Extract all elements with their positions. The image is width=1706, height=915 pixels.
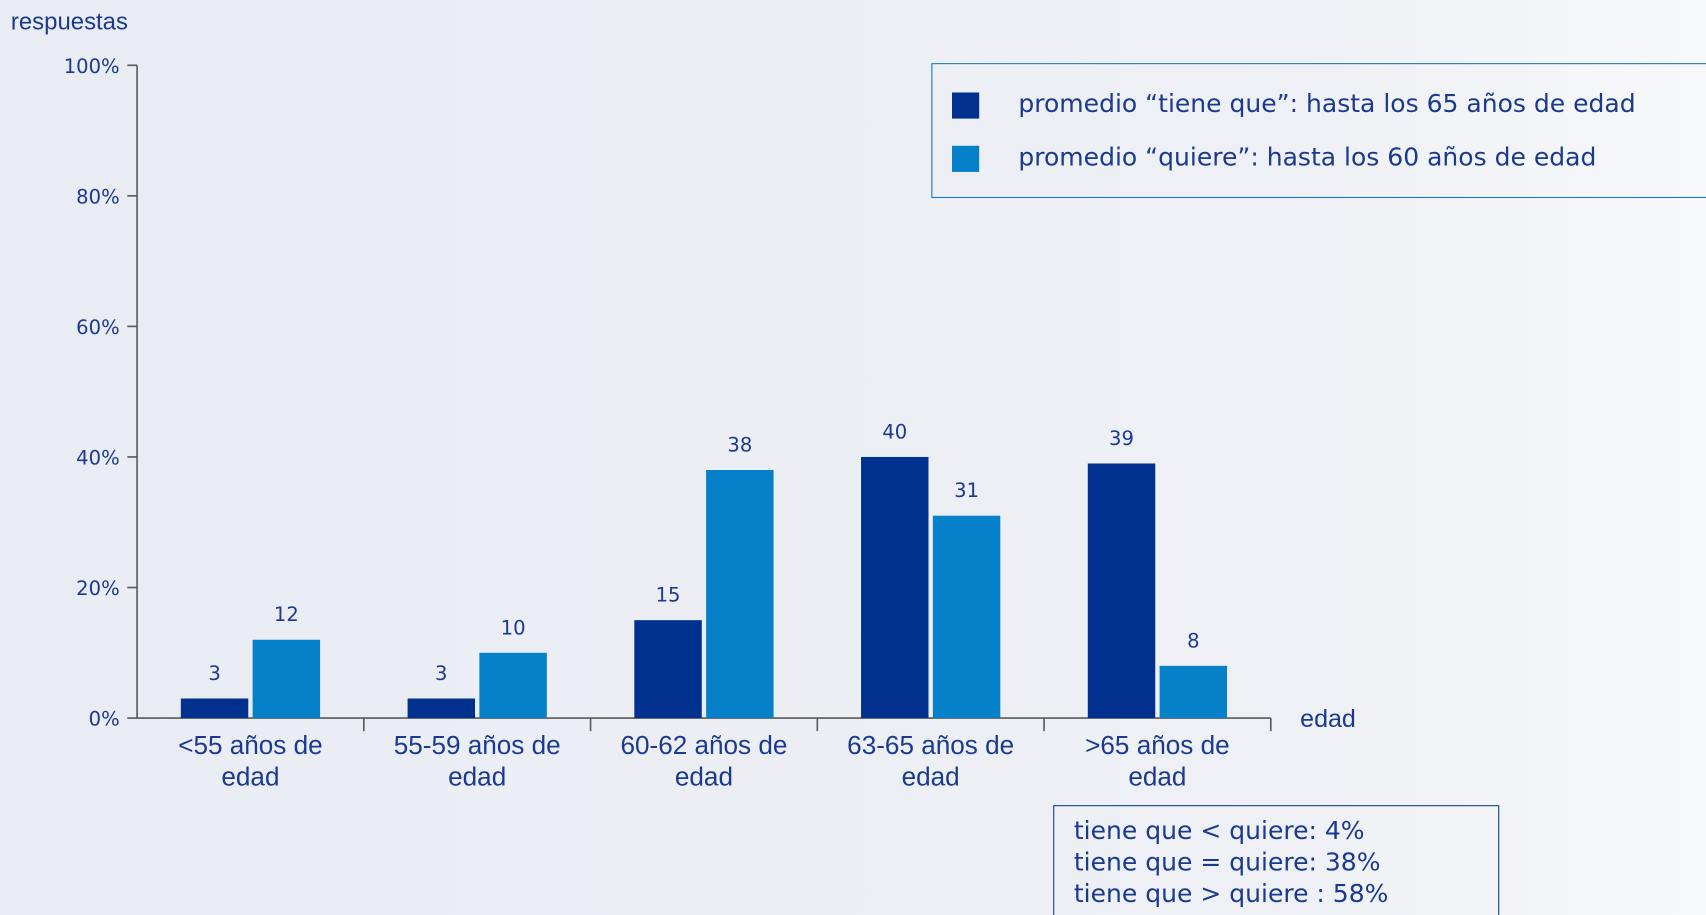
y-tick-label: 0%	[89, 708, 120, 731]
x-tick-label: 55-59 años de edad	[393, 731, 561, 793]
y-tick-label: 80%	[76, 185, 120, 208]
annotation: tiene que = quiere: 38%	[1073, 848, 1381, 877]
y-tick-label: 100%	[64, 55, 120, 78]
x-tick-label: >65 años de edad	[1085, 731, 1230, 793]
legend: promedio “tiene que”: hasta los 65 años …	[931, 63, 1706, 199]
bar	[706, 470, 774, 719]
y-tick-label: 20%	[76, 577, 120, 600]
x-axis-label: edad	[1300, 703, 1356, 733]
bar	[861, 456, 929, 719]
annotation: tiene que > quiere : 58%	[1073, 880, 1389, 909]
data-label: 39	[1109, 427, 1134, 450]
bar	[180, 698, 249, 719]
bar	[932, 515, 1001, 719]
bar	[1159, 665, 1228, 719]
y-tick-label: 60%	[76, 316, 120, 339]
annotation: tiene que < quiere: 4%	[1073, 817, 1365, 846]
annotation-box: tiene que < quiere: 4% tiene que = quiere…	[1053, 805, 1500, 915]
legend-swatch	[952, 145, 980, 172]
data-label: 3	[208, 662, 220, 685]
x-tick-label: 63-65 años de edad	[847, 731, 1015, 793]
y-tick-label: 40%	[76, 447, 120, 470]
data-label: 12	[274, 603, 299, 626]
legend-swatch	[952, 92, 980, 119]
bar	[479, 652, 547, 719]
data-label: 8	[1187, 629, 1199, 652]
data-label: 15	[656, 584, 681, 607]
x-tick-label: <55 años de edad	[178, 731, 323, 793]
legend-text: promedio “quiere”: hasta los 60 años de …	[1018, 143, 1597, 172]
data-label: 38	[727, 434, 752, 457]
data-label: 10	[501, 616, 526, 639]
y-axis-label: respuestas	[10, 7, 128, 35]
legend-text: promedio “tiene que”: hasta los 65 años …	[1018, 90, 1636, 119]
data-label: 40	[882, 420, 907, 443]
bar	[407, 698, 476, 719]
bar	[1087, 463, 1156, 719]
x-tick-label: 60-62 años de edad	[620, 731, 788, 793]
data-label: 3	[435, 662, 447, 685]
data-label: 31	[954, 479, 979, 502]
bar	[252, 639, 321, 719]
bar	[634, 620, 702, 719]
